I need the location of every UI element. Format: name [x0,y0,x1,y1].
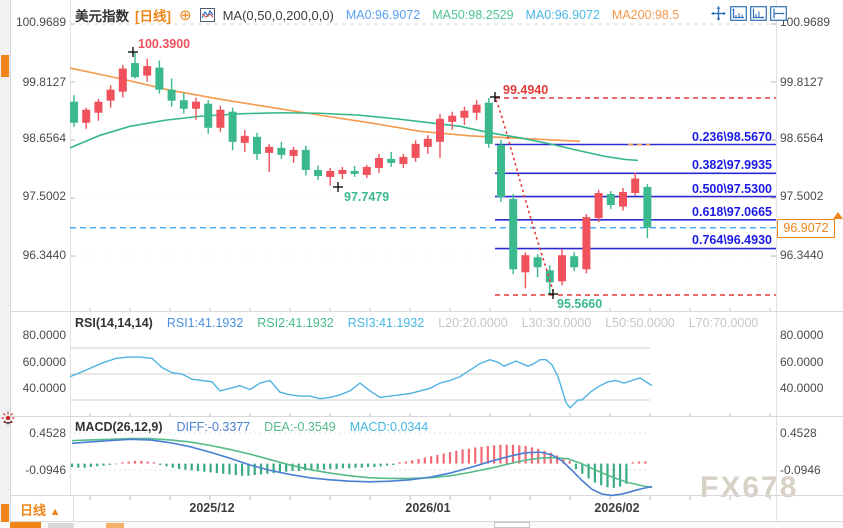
annotation-low-95566: 95.5660 [557,297,603,311]
chart-toolbar [710,6,787,21]
fib-level-0618[interactable]: 0.618\97.0665 [692,205,772,219]
rsi-l30: L30:30.0000 [521,316,592,330]
ma0b-value: MA0:96.9072 [525,8,600,22]
price-axis-right-3: 98.6564 [780,131,824,145]
xaxis-label-jan: 2026/01 [405,501,451,515]
macd-diff-value: DIFF:-0.3377 [176,420,251,434]
period-selector-label: 日线 [20,503,47,518]
rsi3-value: RSI3:41.1932 [347,316,425,330]
price-axis-left-4: 97.5002 [22,189,66,203]
price-axis-right-5: 96.3440 [780,248,824,262]
macd-dea-value: DEA:-0.3549 [264,420,336,434]
bottom-scroll-box[interactable] [494,522,530,528]
add-indicator-icon[interactable]: ⊕ [179,7,192,24]
rsi2-value: RSI2:41.1932 [257,316,334,330]
price-axis-left-1: 100.9689 [15,15,66,29]
left-sidebar-rail[interactable] [0,0,11,528]
ma200-value: MA200:98.5 [611,8,680,22]
brightness-icon[interactable] [1,411,15,425]
scale-y-axis-icon[interactable] [750,6,767,21]
watermark-logo: FX678 [700,471,799,504]
rsi1-value: RSI1:41.1932 [166,316,244,330]
macd-title[interactable]: MACD(26,12,9) [75,420,163,434]
period-tag[interactable]: [日线] [135,9,171,24]
annotation-low-977479: 97.7479 [344,190,390,204]
symbol-name: 美元指数 [75,9,129,24]
annotation-high-99494: 99.4940 [503,83,549,97]
xaxis-label-feb: 2026/02 [594,501,640,515]
period-dropdown-arrow-icon: ▲ [49,506,61,518]
macd-axis-left-low: -0.0946 [25,463,66,477]
rsi-axis-left-80: 80.0000 [22,328,66,342]
pan-crosshair-icon[interactable] [710,6,727,21]
macd-value: MACD:0.0344 [349,420,429,434]
rail-scroll-indicator[interactable] [1,55,9,77]
rsi-l70: L70:70.0000 [688,316,759,330]
ma0-value: MA0:96.9072 [345,8,421,22]
rsi-l50: L50:50.0000 [605,316,675,330]
macd-axis-right-high: 0.4528 [780,426,817,440]
ma50-value: MA50:98.2529 [432,8,514,22]
scale-x-axis-icon[interactable] [770,6,787,21]
price-axis-left-5: 96.3440 [22,248,66,262]
rsi-title[interactable]: RSI(14,14,14) [75,316,153,330]
macd-header[interactable]: MACD(26,12,9) DIFF:-0.3377 DEA:-0.3549 M… [75,420,428,434]
rsi-axis-left-60: 60.0000 [22,355,66,369]
price-axis-right-1: 100.9689 [780,15,831,29]
fib-level-0382[interactable]: 0.382\97.9935 [692,158,772,172]
rsi-axis-right-60: 60.0000 [780,355,824,369]
fib-level-0236[interactable]: 0.236\98.5670 [692,130,772,144]
current-price-arrow-icon [833,212,843,219]
price-axis-left-3: 98.6564 [22,131,66,145]
current-price-box: 96.9072 [777,219,835,238]
xaxis-label-dec: 2025/12 [189,501,235,515]
rsi-axis-right-80: 80.0000 [780,328,824,342]
bottom-tab-2[interactable] [48,523,74,528]
price-axis-right-2: 99.8127 [780,75,824,89]
bottom-tab-active[interactable] [10,522,41,528]
scale-both-axes-icon[interactable] [730,6,747,21]
period-selector-button[interactable]: 日线 ▲ [20,500,61,519]
price-axis-left-2: 99.8127 [22,75,66,89]
bottom-tab-strip[interactable] [0,522,843,528]
rsi-l20: L20:20.0000 [438,316,508,330]
price-axis-right-4: 97.5002 [780,189,824,203]
fib-level-0500[interactable]: 0.500\97.5300 [692,182,772,196]
indicator-chart-icon[interactable] [199,8,215,22]
rail-bottom-indicator [1,504,9,522]
chart-header: 美元指数 [日线] ⊕ MA(0,50,0,200,0,0) MA0:96.90… [75,5,679,25]
rsi-axis-left-40: 40.0000 [22,381,66,395]
bottom-tab-3[interactable] [106,523,124,528]
rsi-axis-right-40: 40.0000 [780,381,824,395]
annotation-high-100390: 100.3900 [138,37,191,51]
ma-settings[interactable]: MA(0,50,0,200,0,0) [222,7,334,23]
fib-level-0764[interactable]: 0.764\96.4930 [692,233,772,247]
macd-axis-left-high: 0.4528 [29,426,66,440]
macd-axis-right-low: -0.0946 [780,463,821,477]
rsi-header[interactable]: RSI(14,14,14) RSI1:41.1932 RSI2:41.1932 … [75,316,758,330]
